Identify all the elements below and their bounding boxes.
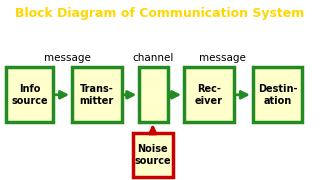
Text: channel: channel [132, 53, 174, 63]
Bar [133, 133, 173, 177]
Text: message: message [199, 53, 246, 63]
Bar [139, 68, 168, 122]
Text: Block Diagram of Communication System: Block Diagram of Communication System [15, 7, 305, 21]
Bar [184, 68, 234, 122]
Text: message: message [44, 53, 91, 63]
Bar [253, 68, 302, 122]
Text: Trans-
mitter: Trans- mitter [80, 84, 114, 106]
Text: Destin-
ation: Destin- ation [258, 84, 297, 106]
Text: Noise
source: Noise source [134, 144, 171, 166]
Bar [72, 68, 122, 122]
Text: Rec-
eiver: Rec- eiver [195, 84, 223, 106]
Text: Info
source: Info source [11, 84, 48, 106]
Bar [6, 68, 53, 122]
